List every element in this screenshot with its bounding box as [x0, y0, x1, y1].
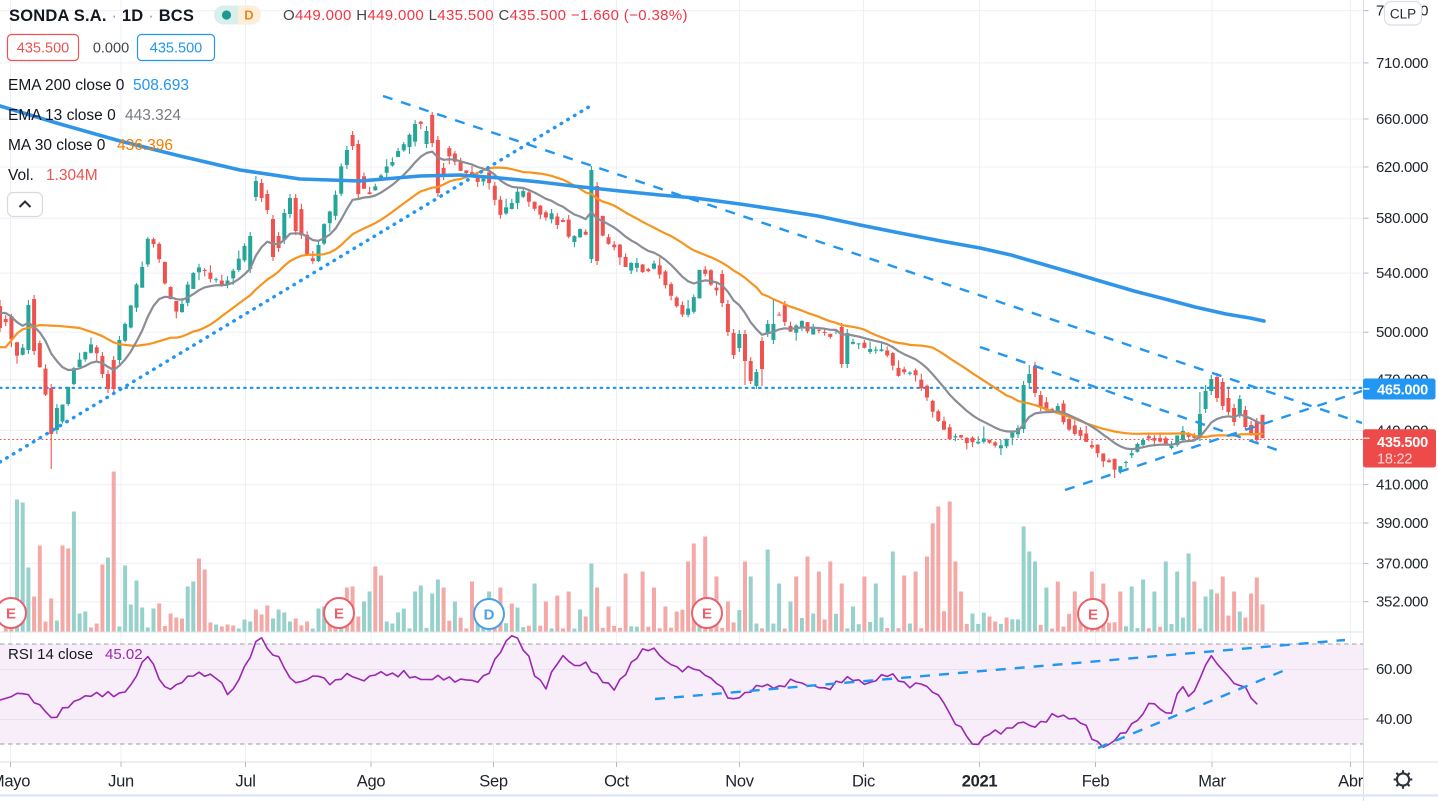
svg-text:Nov: Nov	[725, 773, 754, 791]
svg-text:500.000: 500.000	[1376, 324, 1428, 341]
svg-text:0.000: 0.000	[93, 41, 129, 57]
svg-text:E: E	[6, 606, 16, 623]
svg-text:352.000: 352.000	[1376, 594, 1428, 611]
svg-text:Dic: Dic	[852, 773, 875, 791]
svg-text:18:22: 18:22	[1377, 452, 1412, 468]
svg-text:390.000: 390.000	[1376, 515, 1428, 532]
svg-text:E: E	[334, 606, 344, 623]
svg-text:580.000: 580.000	[1376, 210, 1428, 227]
svg-text:CLP: CLP	[1390, 7, 1416, 22]
svg-text:435.500: 435.500	[1377, 435, 1428, 451]
svg-text:Ago: Ago	[357, 773, 386, 791]
svg-text:Feb: Feb	[1082, 773, 1110, 791]
svg-text:E: E	[1088, 607, 1098, 624]
svg-text:540.000: 540.000	[1376, 265, 1428, 282]
svg-text:2021: 2021	[962, 773, 998, 791]
svg-text:710.000: 710.000	[1376, 55, 1428, 72]
svg-text:465.000: 465.000	[1377, 383, 1428, 399]
svg-text:Mar: Mar	[1198, 773, 1226, 791]
svg-text:620.000: 620.000	[1376, 159, 1428, 176]
svg-text:Jul: Jul	[235, 773, 255, 791]
svg-text:Vol.1.304M: Vol. 1.304M	[8, 167, 98, 184]
svg-text:370.000: 370.000	[1376, 555, 1428, 572]
svg-text:D: D	[484, 607, 495, 624]
svg-text:E: E	[702, 606, 712, 623]
svg-text:60.00: 60.00	[1376, 661, 1412, 678]
svg-text:Abr: Abr	[1338, 773, 1364, 791]
svg-text:Oct: Oct	[604, 773, 629, 791]
svg-text:435.500: 435.500	[17, 41, 69, 57]
svg-text:Jun: Jun	[108, 773, 134, 791]
svg-text:Sep: Sep	[479, 773, 508, 791]
svg-text:SONDA S.A. · 1D · BCS: SONDA S.A. · 1D · BCS	[9, 7, 194, 25]
svg-text:660.000: 660.000	[1376, 111, 1428, 128]
svg-text:Mayo: Mayo	[0, 773, 30, 791]
svg-text:D: D	[244, 8, 253, 23]
svg-text:40.00: 40.00	[1376, 711, 1412, 728]
svg-text:435.500: 435.500	[150, 41, 202, 57]
svg-text:O449.000 H449.000 L435.500 C43: O449.000 H449.000 L435.500 C435.500 −1.6…	[283, 7, 688, 24]
svg-text:410.000: 410.000	[1376, 477, 1428, 494]
